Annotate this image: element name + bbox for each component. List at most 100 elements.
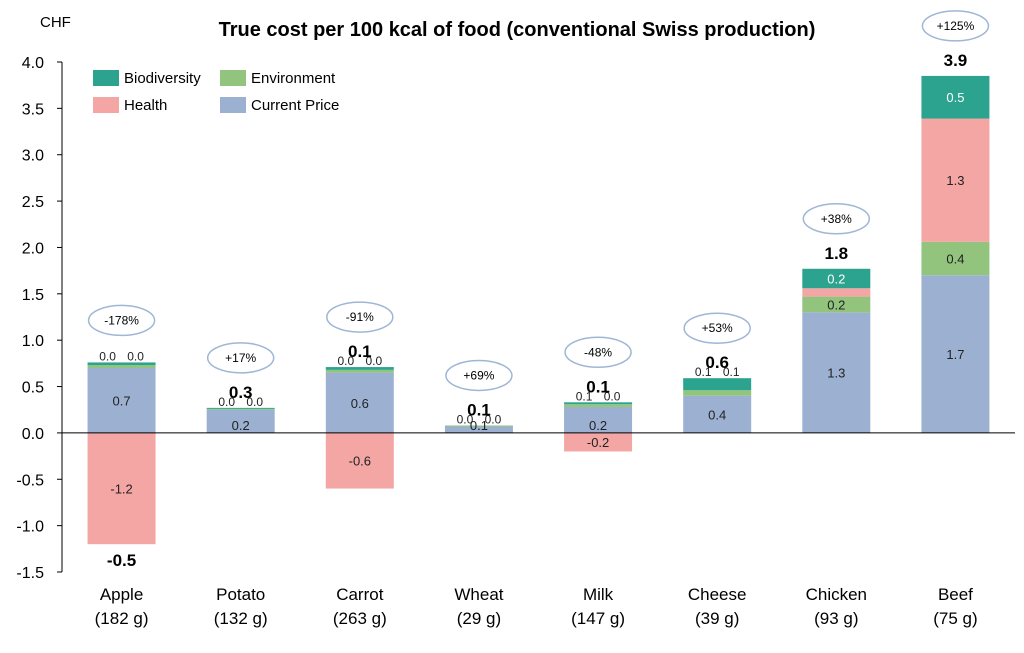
bar-biodiversity (564, 402, 633, 405)
change-badge (802, 203, 871, 235)
x-tick-label: Cheese (688, 585, 747, 604)
data-label-health: -0.2 (587, 435, 609, 450)
legend-swatch-environment (220, 70, 246, 86)
bar-environment (564, 404, 633, 407)
data-label-current-price: 0.7 (113, 393, 131, 408)
x-tick-label: Carrot (336, 585, 384, 604)
bar-environment (206, 408, 275, 410)
change-badge (445, 359, 513, 392)
data-label-biodiversity: 0.2 (827, 272, 845, 287)
y-axis-label: CHF (40, 14, 71, 31)
data-label-environment: 0.0 (218, 395, 235, 409)
x-tick-label: Apple (100, 585, 143, 604)
bar-health (87, 432, 156, 545)
data-label-environment: 0.4 (946, 252, 964, 267)
x-tick-sublabel: (29 g) (457, 609, 501, 628)
y-tick-label: 2.0 (22, 240, 44, 257)
y-tick-label: 2.5 (22, 194, 44, 211)
data-label-biodiversity: 0.0 (127, 349, 144, 363)
x-tick-sublabel: (147 g) (571, 609, 625, 628)
data-label-current-price: 1.7 (946, 347, 964, 362)
bar-biodiversity (802, 268, 871, 289)
bar-biodiversity (325, 367, 394, 370)
y-tick-label: 0.5 (22, 380, 44, 397)
legend: Biodiversity Environment Health Current Pri… (93, 70, 339, 114)
change-badge (87, 304, 156, 337)
bar-current-price (87, 368, 156, 433)
x-tick-sublabel: (75 g) (933, 609, 977, 628)
x-tick-label: Beef (938, 585, 973, 604)
change-badge (921, 10, 990, 42)
bar-environment (683, 390, 752, 396)
total-label: 0.1 (467, 400, 491, 419)
data-label-current-price: 0.2 (589, 418, 607, 433)
y-tick-label: 4.0 (22, 55, 44, 72)
change-label: -178% (104, 313, 139, 327)
data-label-environment: 0.1 (695, 365, 712, 379)
data-label-environment: 0.0 (457, 412, 474, 426)
x-tick-sublabel: (263 g) (333, 609, 387, 628)
bar-health (325, 432, 394, 489)
bar-biodiversity (921, 75, 990, 119)
data-label-biodiversity: 0.0 (365, 354, 382, 368)
plot-area: 4.0 3.5 3.0 2.5 2.0 1.5 1.0 0.5 0.0 -0.5 -1.0 -1.5 0… (16, 10, 1015, 628)
y-tick-label: 3.0 (22, 148, 44, 165)
x-tick-sublabel: (39 g) (695, 609, 739, 628)
total-label: -0.5 (107, 551, 136, 570)
x-tick-label: Milk (583, 585, 614, 604)
data-label-health: 1.3 (946, 173, 964, 188)
x-tick-label: Chicken (806, 585, 867, 604)
y-tick-label: 1.0 (22, 333, 44, 350)
total-label: 0.1 (586, 377, 610, 396)
bar-biodiversity (683, 378, 752, 391)
data-label-current-price: 1.3 (827, 366, 845, 381)
bar-health (564, 432, 633, 452)
bar-biodiversity (87, 362, 156, 366)
data-label-environment: 0.2 (827, 297, 845, 312)
data-label-health: -0.6 (349, 454, 371, 469)
bar-current-price (921, 275, 990, 433)
data-label-biodiversity: 0.5 (946, 90, 964, 105)
bar-biodiversity (206, 407, 275, 409)
bar-current-price (444, 426, 513, 433)
bar-health (802, 288, 871, 297)
change-label: -91% (346, 310, 374, 324)
bar-environment (325, 369, 394, 373)
data-label-biodiversity: 0.0 (246, 395, 263, 409)
bar-environment (802, 296, 871, 313)
data-label-biodiversity: 0.1 (723, 365, 740, 379)
y-tick-label: 0.0 (22, 426, 44, 443)
bar-environment (87, 365, 156, 368)
x-tick-label: Wheat (454, 585, 503, 604)
bar-health (921, 118, 990, 242)
total-label: 0.6 (705, 353, 729, 372)
y-tick-label: -0.5 (16, 472, 44, 489)
y-tick-label: -1.0 (16, 519, 44, 536)
change-badge (326, 301, 394, 333)
data-label-biodiversity: 0.0 (485, 412, 502, 426)
change-badge (564, 336, 632, 369)
data-label-current-price: 0.2 (232, 418, 250, 433)
bar-current-price (564, 406, 633, 433)
data-label-current-price: 0.1 (470, 418, 488, 433)
data-label-environment: 0.0 (99, 349, 116, 363)
total-label: 1.8 (824, 244, 848, 263)
data-label-biodiversity: 0.0 (604, 389, 621, 403)
bar-current-price (206, 409, 275, 433)
data-label-environment: 0.1 (576, 389, 593, 403)
data-label-environment: 0.0 (337, 354, 354, 368)
change-label: +69% (463, 368, 494, 382)
legend-label: Biodiversity (124, 70, 201, 87)
change-label: +17% (225, 351, 256, 365)
data-label-health: -1.2 (110, 482, 132, 497)
change-label: +38% (821, 212, 852, 226)
bar-current-price (802, 312, 871, 433)
total-label: 0.3 (229, 383, 253, 402)
change-label: +125% (937, 19, 975, 33)
y-tick-label: 1.5 (22, 287, 44, 304)
total-label: 0.1 (348, 342, 372, 361)
change-badge (206, 342, 275, 374)
x-tick-sublabel: (132 g) (214, 609, 268, 628)
